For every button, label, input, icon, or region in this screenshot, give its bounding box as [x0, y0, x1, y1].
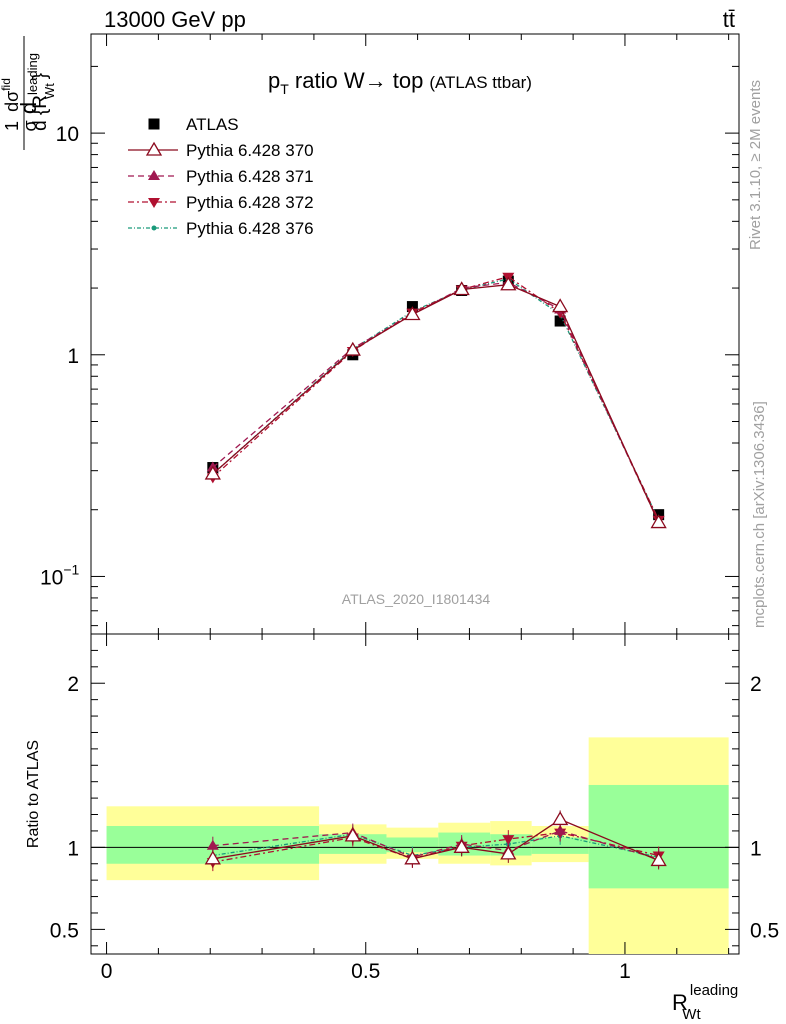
series-point-ratio — [206, 839, 219, 850]
series-point-main — [204, 465, 221, 480]
series-point-main — [650, 514, 667, 529]
legend: ATLAS Pythia 6.428 370 Pythia 6.428 371 Pyt… — [128, 115, 314, 238]
ratio-y-tick-label-left: 0.5 — [50, 919, 79, 942]
series-point-ratio — [453, 839, 470, 853]
ylabel-numerator: dσfid — [0, 78, 22, 112]
mcplots-url-label: mcplots.cern.ch [arXiv:1306.3436] — [751, 401, 768, 628]
series-line-main — [212, 275, 660, 521]
legend-marker-atlas — [148, 118, 160, 130]
series-point-main — [552, 298, 569, 313]
series-point-ratio — [552, 811, 569, 826]
ratio-y-tick-label-right: 1 — [750, 837, 762, 860]
svg-text:Ratio to ATLAS: Ratio to ATLAS — [25, 740, 42, 848]
ratio-y-tick-label-right: 0.5 — [750, 919, 779, 942]
ylabel-frac-one: 1 — [2, 121, 22, 131]
series-point-main — [404, 306, 421, 321]
main-y-tick-label: 10 — [56, 123, 79, 146]
svg-text:Rivet 3.1.10, ≥ 2M events: Rivet 3.1.10, ≥ 2M events — [747, 80, 764, 250]
svg-text:σ: σ — [20, 120, 40, 131]
ratio-y-tick-label-right: 2 — [750, 673, 762, 696]
x-tick-label: 0.5 — [351, 960, 380, 983]
series-point-main — [453, 281, 470, 296]
ratio-frame — [90, 633, 740, 955]
analysis-id-label: ATLAS_2020_I1801434 — [342, 591, 491, 607]
series-line-main — [212, 278, 660, 521]
legend-label-0: Pythia 6.428 370 — [186, 141, 314, 160]
legend-marker-0 — [145, 141, 163, 156]
ratio-y-tick-label-left: 2 — [67, 673, 79, 696]
plot-title: pT ratio W→ top (ATLAS ttbar) — [268, 68, 532, 97]
svg-text:d: d — [16, 102, 41, 114]
legend-marker-2 — [148, 198, 160, 208]
main-plot — [204, 272, 667, 529]
ratio-y-axis-label: Ratio to ATLAS — [25, 740, 42, 848]
band-inner-bin-4 — [490, 834, 532, 856]
series-point-main — [344, 341, 361, 356]
svg-text:1: 1 — [2, 121, 22, 131]
header-collision-label: 13000 GeV pp — [104, 7, 246, 32]
series-point-ratio — [554, 824, 567, 835]
main-y-tick-label: 10−1 — [40, 561, 80, 589]
series-point-ratio — [204, 850, 221, 865]
series-point-ratio — [500, 845, 517, 860]
main-y-axis-label: d — [16, 102, 41, 114]
x-tick-label: 0 — [101, 960, 113, 983]
series-line-main — [212, 284, 660, 523]
series-point-ratio — [502, 835, 515, 846]
ratio-y-tick-label-left: 1 — [67, 837, 79, 860]
series-point-ratio — [650, 852, 667, 867]
svg-text:dσfid: dσfid — [0, 78, 22, 112]
main-y-tick-label: 1 — [67, 345, 79, 368]
series-point-main — [500, 276, 517, 291]
band-inner-bin-2 — [386, 837, 439, 853]
band-inner-bin-6 — [588, 784, 729, 889]
legend-label-1: Pythia 6.428 371 — [186, 167, 314, 186]
band-inner-bin-5 — [531, 837, 589, 854]
series-line-main — [212, 281, 660, 523]
legend-marker-3 — [151, 225, 157, 231]
x-tick-label: 1 — [619, 960, 631, 983]
legend-label-atlas: ATLAS — [186, 115, 239, 134]
series-point-ratio — [344, 827, 361, 842]
series-point-ratio — [404, 850, 421, 865]
rivet-version-label: Rivet 3.1.10, ≥ 2M events — [747, 80, 764, 250]
data-point-atlas — [554, 315, 566, 327]
ratio-uncertainty-bands — [106, 737, 729, 954]
axis-ticks — [91, 34, 739, 954]
svg-text:mcplots.cern.ch [arXiv:1306.34: mcplots.cern.ch [arXiv:1306.3436] — [751, 401, 768, 628]
legend-label-2: Pythia 6.428 372 — [186, 193, 314, 212]
tick-labels: 0 0.5 1 10−1 1 10 0.5 0.5 1 1 2 2 — [40, 123, 779, 983]
ratio-plot — [204, 810, 667, 872]
header-process-label: tt̄ — [723, 7, 735, 32]
ylabel-denominator: d {Rleading Wt} — [25, 53, 57, 131]
legend-label-3: Pythia 6.428 376 — [186, 219, 314, 238]
ylabel-frac-sigma: σ — [20, 120, 40, 131]
legend-marker-1 — [148, 170, 160, 180]
